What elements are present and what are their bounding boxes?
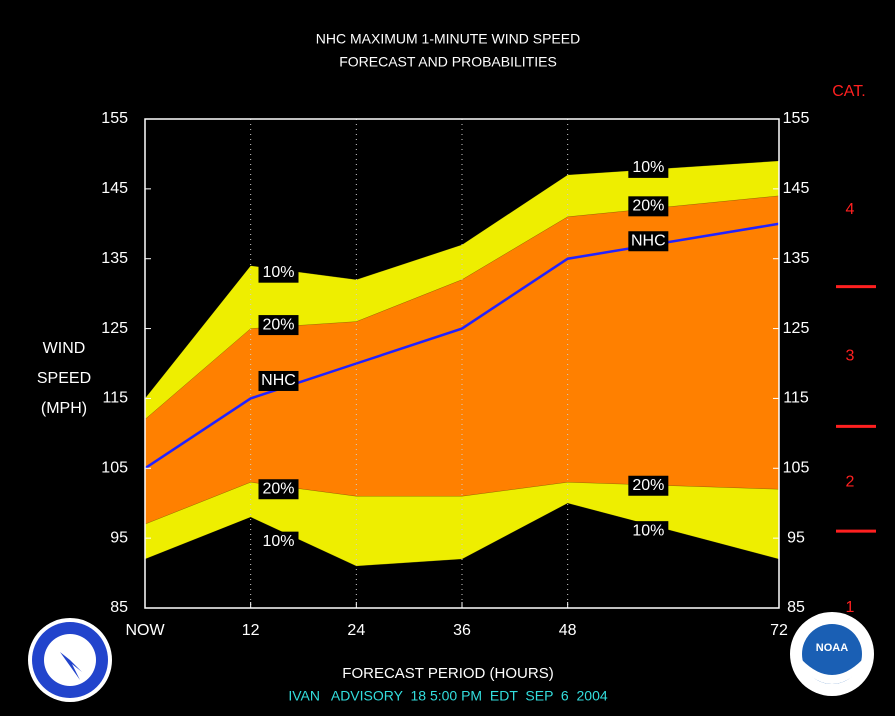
- y-tick-label: 155: [101, 110, 128, 127]
- inline-label-text: 20%: [632, 477, 664, 494]
- y-label: WIND: [43, 340, 86, 357]
- inline-label-text: 20%: [632, 198, 664, 215]
- y-label: (MPH): [41, 400, 87, 417]
- line: [144, 222, 780, 470]
- x-tick-label: 48: [559, 622, 577, 639]
- chart-title: NHC MAXIMUM 1-MINUTE WIND SPEED: [316, 31, 580, 47]
- y-tick-label: 125: [101, 320, 128, 337]
- y2-tick-label: 115: [783, 390, 809, 407]
- y-tick-label: 145: [101, 180, 128, 197]
- inline-label: 20%: [628, 475, 669, 496]
- category-label: 4: [846, 201, 855, 218]
- logo-bolt: [56, 646, 82, 680]
- y-tick-label: 135: [101, 250, 128, 267]
- x-tick-label: 72: [770, 622, 788, 639]
- label-box: [628, 157, 669, 178]
- label-box: [258, 479, 299, 500]
- label-box: [258, 315, 299, 336]
- band-area: [145, 195, 779, 525]
- category-label: 3: [846, 348, 855, 365]
- logo-text: NOAA: [816, 642, 848, 654]
- y-tick-label: 105: [101, 460, 128, 477]
- inline-label-text: 20%: [262, 316, 294, 333]
- inline-label-text: 10%: [632, 159, 664, 176]
- chart-subtitle: FORECAST AND PROBABILITIES: [339, 54, 557, 70]
- noaa-logo: NOAA: [790, 612, 874, 696]
- y-tick-label: 95: [110, 529, 128, 546]
- label-box: [628, 475, 669, 496]
- y-tick-label: 85: [110, 599, 128, 616]
- label-box: [628, 521, 669, 542]
- category-label: 1: [846, 599, 855, 616]
- label-box: [258, 262, 299, 283]
- inline-label: 10%: [628, 157, 669, 178]
- inline-label: NHC: [628, 231, 669, 252]
- y2-tick-label: 85: [787, 599, 805, 616]
- logo-wave: [802, 660, 862, 684]
- inline-label: NHC: [258, 370, 299, 391]
- y2-tick-label: 135: [783, 250, 810, 267]
- nws-logo: [28, 618, 112, 702]
- band-edge: [144, 502, 780, 567]
- label-box: [258, 531, 299, 552]
- inline-label-text: 20%: [262, 480, 294, 497]
- inline-label: 20%: [258, 479, 299, 500]
- x-tick-label: 36: [453, 622, 471, 639]
- inline-label: 10%: [258, 262, 299, 283]
- inline-label: 20%: [628, 196, 669, 217]
- inline-label-text: 10%: [262, 264, 294, 281]
- inline-label-text: NHC: [261, 372, 296, 389]
- y-tick-label: 115: [102, 390, 128, 407]
- inline-label: 10%: [258, 531, 299, 552]
- x-tick-label: 24: [347, 622, 365, 639]
- band-edge: [144, 160, 780, 399]
- category-label: 2: [846, 473, 855, 490]
- y2-tick-label: 105: [783, 460, 810, 477]
- label-box: [628, 196, 669, 217]
- y-label: SPEED: [37, 370, 91, 387]
- inline-label-text: 10%: [262, 533, 294, 550]
- x-tick-label: NOW: [125, 622, 165, 639]
- label-box: [258, 370, 299, 391]
- y2-tick-label: 125: [783, 320, 810, 337]
- x-label: FORECAST PERIOD (HOURS): [342, 665, 553, 682]
- band-edge: [144, 195, 780, 420]
- category-title: CAT.: [832, 83, 865, 100]
- band-edge: [144, 482, 780, 525]
- inline-label: 20%: [258, 315, 299, 336]
- y2-tick-label: 95: [787, 529, 805, 546]
- x-tick-label: 12: [242, 622, 260, 639]
- inline-label: 10%: [628, 521, 669, 542]
- footer: IVAN ADVISORY 18 5:00 PM EDT SEP 6 2004: [288, 688, 608, 704]
- inline-label-text: 10%: [632, 522, 664, 539]
- inline-label-text: NHC: [631, 232, 666, 249]
- y2-tick-label: 155: [783, 110, 810, 127]
- y2-tick-label: 145: [783, 180, 810, 197]
- logo-center: [802, 624, 862, 684]
- label-box: [628, 231, 669, 252]
